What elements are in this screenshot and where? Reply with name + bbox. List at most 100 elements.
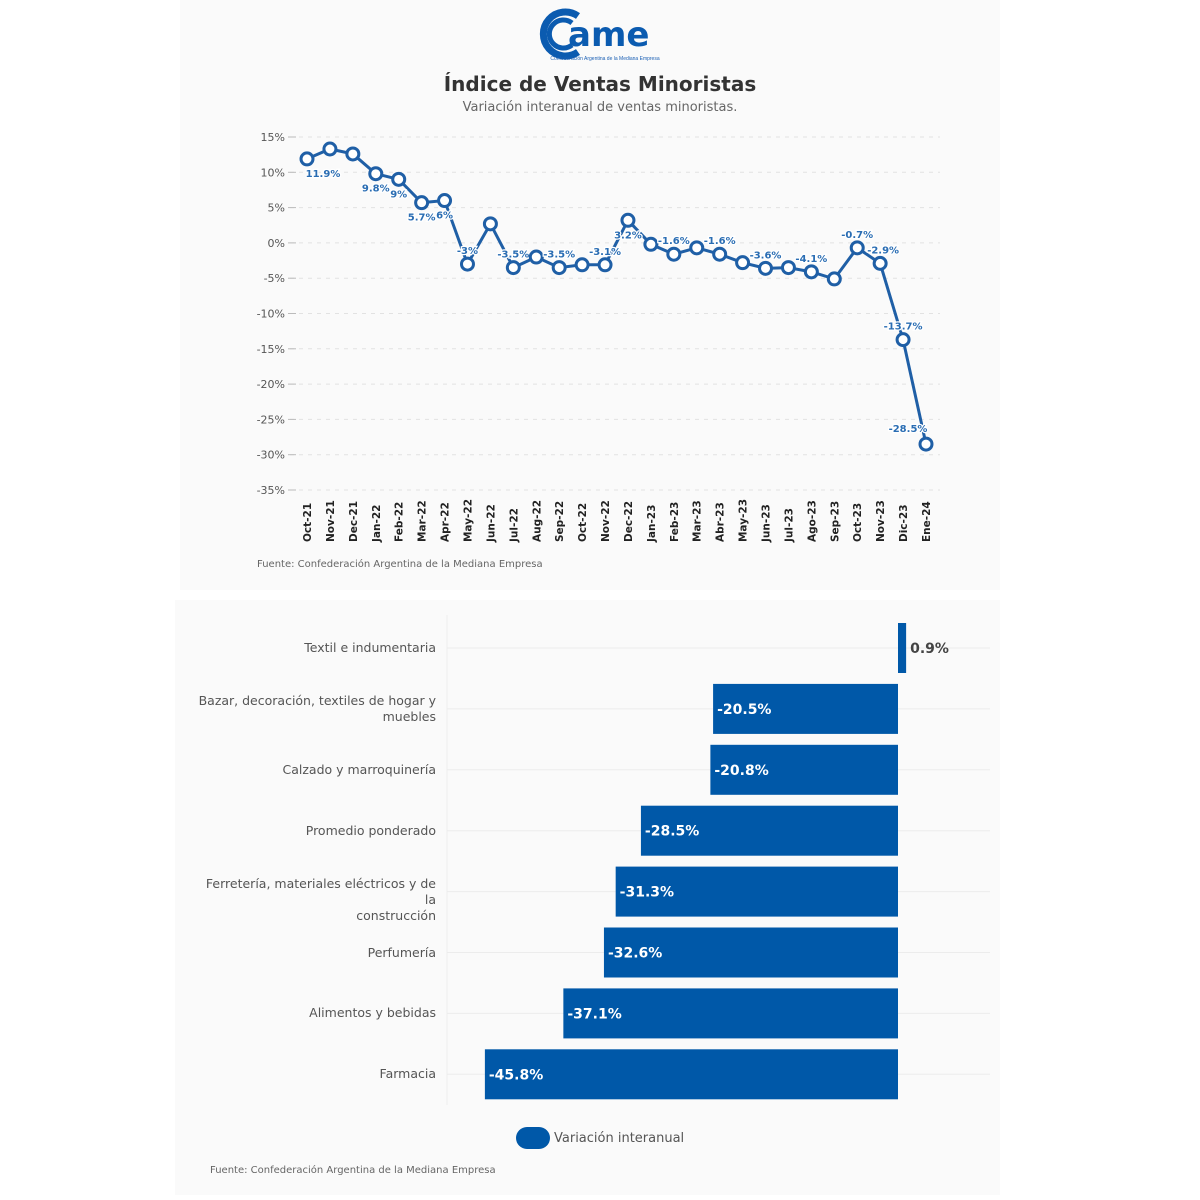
x-tick-label: Dec-21 xyxy=(348,501,360,542)
x-tick-label: Nov-22 xyxy=(600,500,612,542)
x-tick-label: Sep-23 xyxy=(829,501,841,542)
data-point xyxy=(482,216,498,232)
came-logo: ame xyxy=(539,8,649,60)
data-point xyxy=(689,240,705,256)
bar xyxy=(603,927,898,978)
data-label: -3.1% xyxy=(589,247,621,258)
y-tick-label: -10% xyxy=(257,308,285,321)
data-point xyxy=(299,151,315,167)
data-point xyxy=(391,171,407,187)
data-point xyxy=(459,256,475,272)
data-point xyxy=(872,255,888,271)
x-tick-label: Nov-23 xyxy=(875,500,887,542)
x-tick-label: Nov-21 xyxy=(325,500,337,542)
category-label: Bazar, decoración, textiles de hogar y mu… xyxy=(198,692,436,724)
bar xyxy=(640,805,898,856)
data-label: -1.6% xyxy=(704,236,736,247)
x-tick-label: Jul-22 xyxy=(508,508,520,543)
data-label: -3% xyxy=(457,246,478,257)
data-point xyxy=(505,260,521,276)
bar xyxy=(615,866,898,917)
legend-label: Variación interanual xyxy=(554,1130,685,1146)
data-label: 5.7% xyxy=(408,213,436,224)
data-label: -45.8% xyxy=(489,1067,543,1083)
data-point xyxy=(780,260,796,276)
data-label: -28.5% xyxy=(645,824,699,840)
x-tick-label: Jul-23 xyxy=(783,508,795,543)
category-label: Perfumería xyxy=(367,944,436,960)
line-chart: 15% 10% 5% 0% -5% -10% -15% -20% -25% -30% -35% Oct… xyxy=(257,131,940,543)
y-tick-label: -30% xyxy=(257,449,285,462)
x-tick-label: Mar-22 xyxy=(417,500,429,542)
bar xyxy=(898,623,907,673)
y-tick-label: 15% xyxy=(261,131,285,144)
y-tick-label: 0% xyxy=(268,237,285,250)
legend-swatch xyxy=(516,1127,550,1149)
source-note-bottom: Fuente: Confederación Argentina de la Me… xyxy=(210,1165,496,1176)
data-label: -32.6% xyxy=(608,946,662,962)
x-tick-label: May-23 xyxy=(738,499,750,542)
bar xyxy=(484,1049,898,1100)
data-label: -13.7% xyxy=(884,322,923,333)
category-label: Alimentos y bebidas xyxy=(309,1005,436,1021)
y-tick-label: -5% xyxy=(264,272,285,285)
logo-tagline: Confederación Argentina de la Mediana Em… xyxy=(550,56,660,62)
x-tick-label: Ene-24 xyxy=(921,501,933,542)
data-point xyxy=(551,260,567,276)
data-label: -37.1% xyxy=(567,1006,621,1022)
data-point xyxy=(849,240,865,256)
svg-text:ame: ame xyxy=(568,15,649,55)
category-label: Promedio ponderado xyxy=(305,822,436,838)
y-tick-label: -20% xyxy=(257,378,285,391)
data-label: 6% xyxy=(436,211,453,222)
data-label: -20.5% xyxy=(717,702,771,718)
x-tick-label: Sep-22 xyxy=(554,501,566,542)
data-point xyxy=(735,255,751,271)
legend: Variación interanual xyxy=(516,1127,684,1149)
data-label: -31.3% xyxy=(620,885,674,901)
data-label: -0.7% xyxy=(841,230,873,241)
data-label: -1.6% xyxy=(658,236,690,247)
data-point xyxy=(803,264,819,280)
bar xyxy=(563,988,898,1039)
chart-title: Índice de Ventas Minoristas xyxy=(443,72,757,96)
bar-chart: 0.9% -20.5% -20.8% -28.5% -31.3% -32.6% -37.1%… xyxy=(446,615,990,1105)
data-point xyxy=(895,332,911,348)
x-tick-label: Dic-23 xyxy=(898,504,910,542)
data-point xyxy=(918,436,934,452)
data-label: -4.1% xyxy=(795,254,827,265)
data-point xyxy=(345,146,361,162)
data-label: -3.5% xyxy=(497,250,529,261)
x-tick-label: Aug-22 xyxy=(531,500,543,542)
data-label: 9% xyxy=(390,189,407,200)
data-point xyxy=(826,271,842,287)
data-point xyxy=(528,249,544,265)
y-tick-label: -35% xyxy=(257,484,285,497)
x-tick-label: Oct-22 xyxy=(577,503,589,542)
data-label: -2.9% xyxy=(867,245,899,256)
data-point xyxy=(414,195,430,211)
data-label: 11.9% xyxy=(306,169,341,180)
data-point xyxy=(712,246,728,262)
x-tick-label: Ago-23 xyxy=(806,500,818,542)
series-line xyxy=(306,147,928,445)
x-tick-label: Apr-22 xyxy=(440,502,452,542)
source-note-top: Fuente: Confederación Argentina de la Me… xyxy=(257,559,543,570)
x-tick-label: Dec-22 xyxy=(623,501,635,542)
data-point xyxy=(322,141,338,157)
data-label: 9.8% xyxy=(362,184,390,195)
x-tick-label: Feb-23 xyxy=(669,502,681,542)
data-point xyxy=(666,246,682,262)
data-point xyxy=(574,257,590,273)
bar xyxy=(710,744,898,795)
data-label: -20.8% xyxy=(714,763,768,779)
data-point xyxy=(643,236,659,252)
data-label: -28.5% xyxy=(889,424,928,435)
data-point xyxy=(368,166,384,182)
data-point xyxy=(758,260,774,276)
data-point xyxy=(620,212,636,228)
data-label: -3.6% xyxy=(750,250,782,261)
category-label: Calzado y marroquinería xyxy=(282,761,437,777)
data-label: 0.9% xyxy=(910,641,949,657)
x-tick-label: Jun-23 xyxy=(761,504,773,543)
